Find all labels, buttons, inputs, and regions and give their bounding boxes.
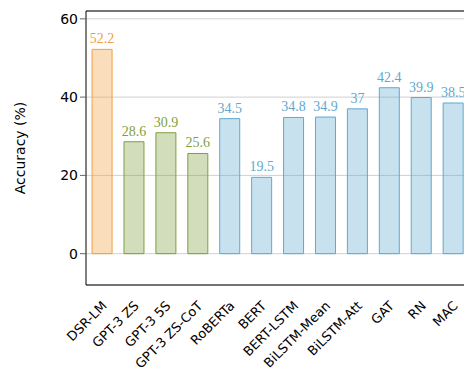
- svg-text:25.6: 25.6: [186, 135, 211, 150]
- svg-text:BERT-LSTM: BERT-LSTM: [240, 298, 302, 360]
- svg-text:19.5: 19.5: [249, 159, 274, 174]
- svg-text:34.8: 34.8: [281, 99, 306, 114]
- svg-text:38.5: 38.5: [441, 85, 464, 100]
- svg-text:GPT-3 5S: GPT-3 5S: [121, 298, 174, 350]
- svg-text:37: 37: [350, 91, 364, 106]
- svg-text:BiLSTM-Mean: BiLSTM-Mean: [260, 298, 334, 371]
- svg-text:28.6: 28.6: [122, 124, 147, 139]
- svg-text:0: 0: [69, 246, 78, 262]
- svg-text:BERT: BERT: [235, 298, 270, 333]
- svg-text:GAT: GAT: [368, 298, 397, 327]
- svg-text:Accuracy (%): Accuracy (%): [12, 102, 28, 195]
- svg-text:20: 20: [60, 167, 78, 183]
- svg-text:30.9: 30.9: [154, 115, 179, 130]
- svg-text:GPT-3 ZS-CoT: GPT-3 ZS-CoT: [132, 298, 206, 372]
- svg-text:BiLSTM-Att: BiLSTM-Att: [305, 298, 365, 358]
- svg-text:RN: RN: [405, 298, 429, 322]
- svg-text:MAC: MAC: [430, 298, 461, 329]
- svg-text:52.2: 52.2: [90, 31, 115, 46]
- svg-text:60: 60: [60, 11, 78, 27]
- svg-text:GPT-3 ZS: GPT-3 ZS: [89, 298, 142, 351]
- svg-text:34.5: 34.5: [217, 101, 242, 116]
- svg-text:RoBERTa: RoBERTa: [188, 298, 238, 348]
- svg-text:42.4: 42.4: [377, 70, 402, 85]
- svg-text:40: 40: [60, 89, 78, 105]
- svg-text:34.9: 34.9: [313, 99, 338, 114]
- svg-text:DSR-LM: DSR-LM: [63, 298, 110, 345]
- svg-text:39.9: 39.9: [409, 80, 434, 95]
